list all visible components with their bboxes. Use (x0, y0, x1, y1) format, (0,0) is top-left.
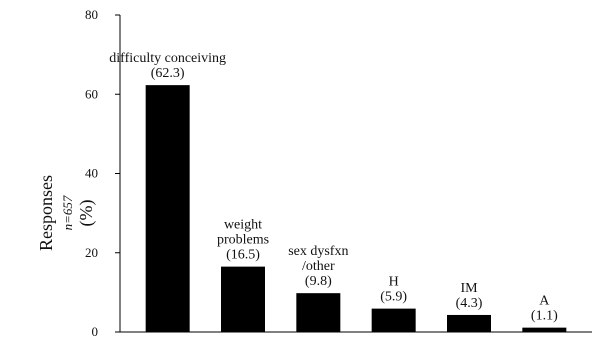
bar-category-label: IM (460, 281, 478, 296)
bar-category-label: A (539, 294, 550, 309)
y-axis-label: Responses (36, 175, 56, 251)
bar (522, 327, 567, 332)
bar-category-label: problems (217, 233, 269, 248)
bar-value-label: (5.9) (380, 290, 407, 305)
bar-category-label: sex dysfxn (288, 244, 348, 259)
bar (447, 314, 491, 332)
bar (296, 293, 341, 332)
y-axis-n-label: n=657 (60, 195, 75, 230)
bar-labels: difficulty conceiving(62.3) weightproblem… (109, 51, 558, 324)
bar-value-label: (9.8) (305, 274, 332, 289)
y-axis-title: Responses n=657 (%) (36, 175, 97, 251)
bar-category-label: difficulty conceiving (109, 51, 226, 66)
y-axis-unit-label: (%) (76, 200, 97, 227)
bar (221, 266, 265, 332)
bars (145, 85, 567, 332)
bar (371, 308, 416, 332)
bar-category-label: /other (302, 259, 335, 274)
bar-category-label: H (389, 275, 399, 290)
y-tick-label: 80 (85, 7, 98, 22)
y-tick-label: 20 (85, 245, 98, 260)
y-tick-label: 0 (92, 324, 99, 339)
bar-category-label: weight (224, 218, 262, 233)
bar-value-label: (4.3) (456, 296, 483, 311)
y-tick-label: 40 (85, 166, 98, 181)
axes: 0 20 40 60 80 (85, 7, 592, 339)
bar-value-label: (62.3) (151, 66, 185, 81)
bar-value-label: (1.1) (531, 309, 558, 324)
bar (145, 85, 190, 332)
y-tick-label: 60 (85, 86, 98, 101)
bar-value-label: (16.5) (226, 248, 260, 263)
